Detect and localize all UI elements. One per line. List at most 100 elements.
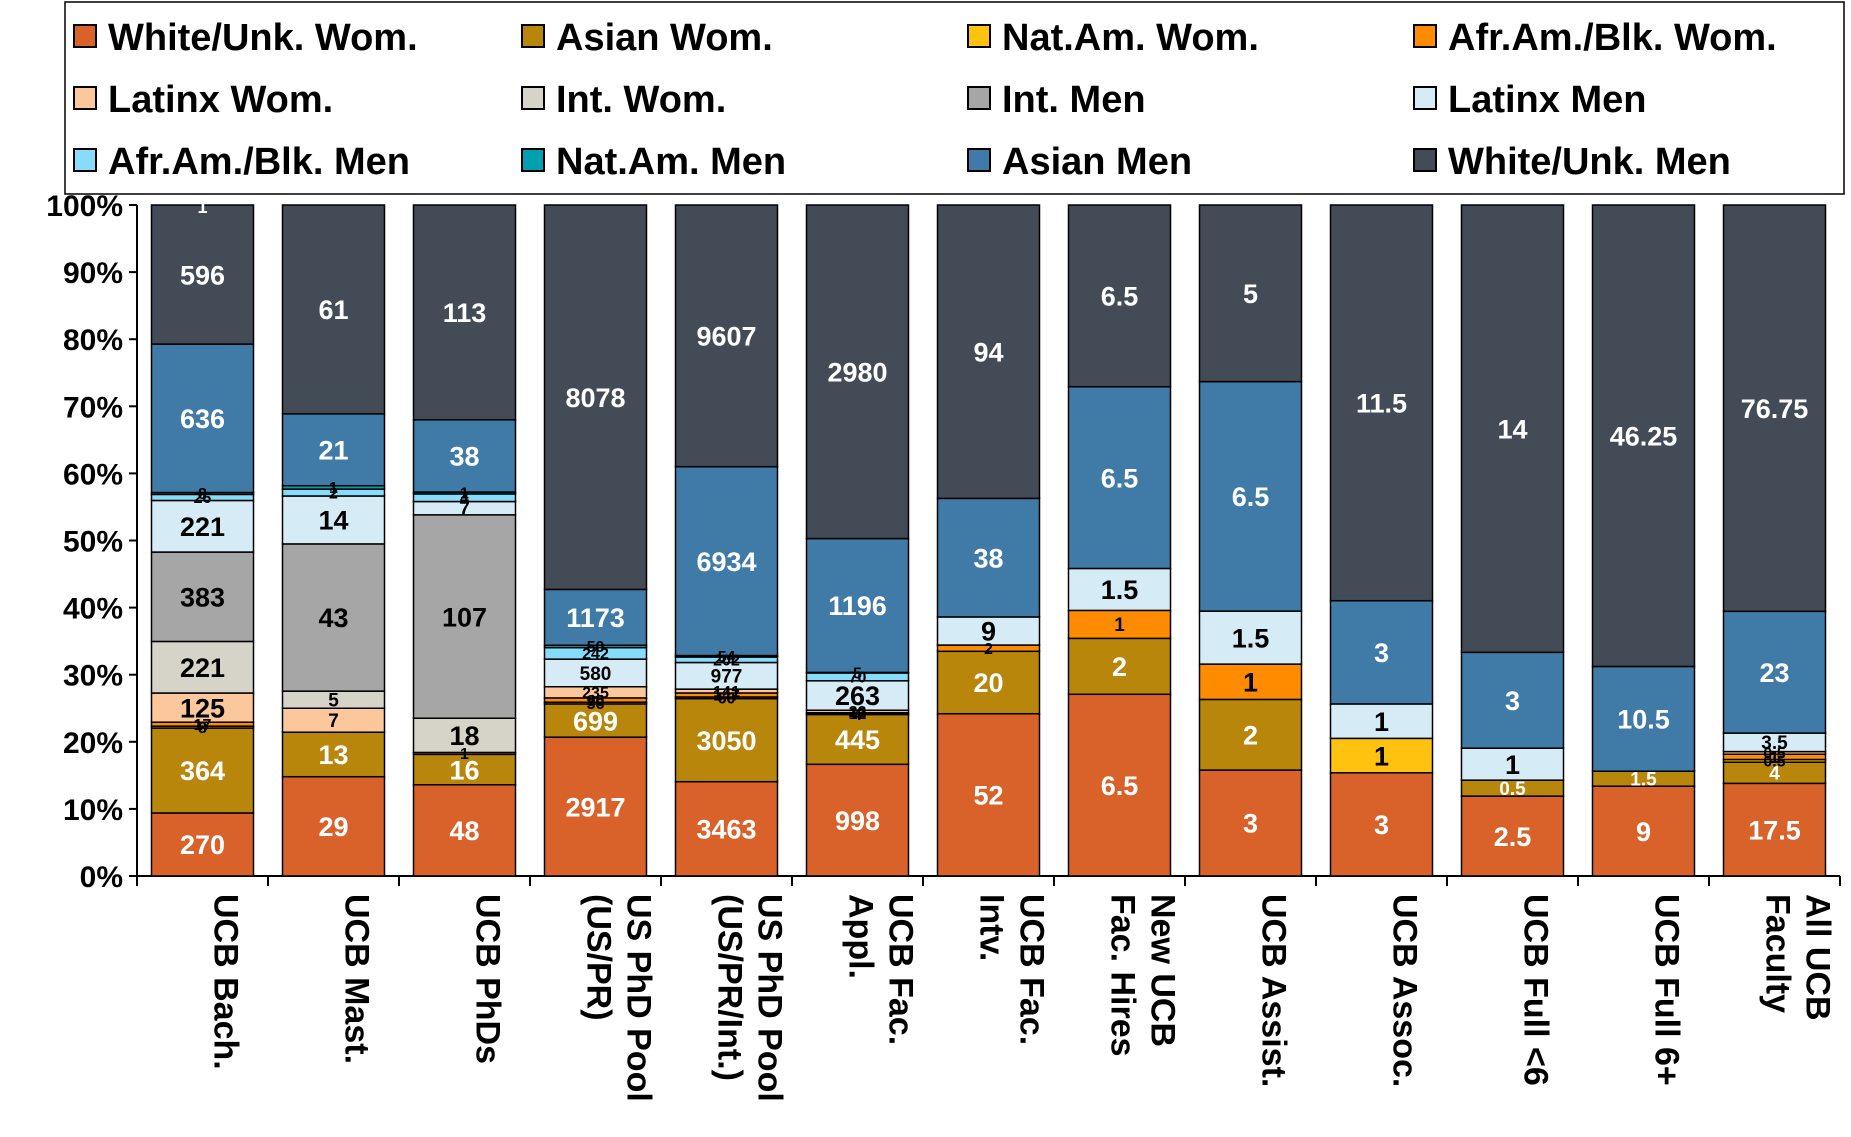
data-label: 43 [318, 603, 348, 633]
data-label: 141 [713, 684, 740, 701]
data-label: 1196 [828, 591, 887, 621]
data-label: 61 [318, 295, 348, 325]
data-label: 9 [1636, 817, 1651, 847]
data-label: 4 [460, 490, 469, 507]
data-label: 221 [180, 512, 225, 542]
legend-swatch [521, 24, 545, 48]
bar-segment [936, 497, 1041, 618]
data-label: 16 [449, 755, 479, 785]
data-label: 2 [329, 485, 338, 502]
bar-segment [281, 543, 386, 692]
data-label: 6.5 [1101, 282, 1139, 312]
bar-segment [150, 343, 255, 494]
legend-swatch [967, 86, 991, 110]
data-label: 17 [194, 717, 212, 734]
data-label: 1 [1505, 750, 1520, 780]
category-labels: UCB Bach. UCB Mast. UCB PhDs US PhD Pool(US… [207, 894, 1837, 1102]
data-label: 699 [573, 706, 618, 736]
data-label: 52 [973, 781, 1003, 811]
legend-swatch [1413, 148, 1437, 172]
data-label: 1173 [566, 603, 625, 633]
legend-label: Afr.Am./Blk. Men [108, 141, 410, 183]
bar-segment [936, 712, 1041, 877]
bar-segment [150, 499, 255, 553]
bar-segment [1329, 737, 1434, 774]
data-label: 636 [180, 404, 225, 434]
bar-segment [1329, 599, 1434, 705]
data-label: 2.5 [1494, 822, 1532, 852]
bar-segment [1591, 665, 1696, 772]
category-label: UCB Assist. [1255, 894, 1293, 1087]
legend-swatch [73, 148, 97, 172]
data-label: 6.5 [1232, 482, 1270, 512]
bar-segment [1067, 204, 1172, 388]
bar-segment [674, 697, 779, 783]
data-label: 11.5 [1356, 389, 1407, 419]
bar-segment [1198, 204, 1303, 383]
data-label: 596 [180, 260, 225, 290]
data-label: 202 [713, 653, 740, 670]
data-label: 1 [1243, 667, 1258, 697]
bar-segment [1329, 703, 1434, 740]
data-label: 60 [718, 691, 736, 708]
category-label: Fac. Hires [1104, 894, 1142, 1057]
data-label: 10.5 [1617, 705, 1670, 735]
data-label: 6.5 [1101, 463, 1139, 493]
data-label: 2 [1112, 652, 1127, 682]
data-label: 0.5 [1763, 754, 1785, 771]
category-label: UCB PhDs [469, 894, 507, 1064]
legend-label: Asian Wom. [556, 17, 773, 59]
legend-swatch [967, 148, 991, 172]
bar-segment [1722, 204, 1827, 613]
bar-segment [936, 204, 1041, 500]
data-label: 29 [318, 812, 348, 842]
data-label: 90 [587, 693, 605, 710]
data-label: 5 [853, 665, 862, 682]
bar-segment [1460, 651, 1565, 749]
data-labels: 2703648171252213832212686365962913754314… [180, 197, 1808, 860]
data-label: 1 [1770, 750, 1779, 767]
legend-swatch [521, 86, 545, 110]
data-label: 580 [580, 664, 612, 685]
y-tick-label: 20% [63, 727, 123, 760]
bar-segment [1067, 693, 1172, 877]
data-label: 1 [1374, 741, 1389, 771]
bar-segment [281, 731, 386, 778]
bar-segment [1067, 385, 1172, 570]
bar-segment [150, 692, 255, 723]
bar-segment [1198, 663, 1303, 701]
data-label: 7 [459, 499, 470, 520]
data-label: 1.5 [1232, 623, 1270, 653]
legend: White/Unk. Wom. Asian Wom. Nat.Am. Wom. Afr… [64, 1, 1845, 195]
data-label: 0.5 [1499, 779, 1526, 800]
data-label: 3 [1243, 809, 1258, 839]
bar-segment [805, 204, 910, 540]
bar-segment [1460, 795, 1565, 877]
category-label: All UCB [1799, 894, 1837, 1021]
data-label: 1 [460, 746, 469, 763]
bar-segment [412, 753, 517, 786]
data-label: 26 [194, 490, 212, 507]
y-tick-label: 30% [63, 660, 123, 693]
data-label: 5 [1243, 279, 1258, 309]
category-label: Faculty [1759, 894, 1797, 1013]
bar-segment [1198, 380, 1303, 612]
legend-label: Nat.Am. Wom. [1002, 17, 1259, 59]
legend-swatch [73, 86, 97, 110]
y-tick-label: 10% [63, 794, 123, 827]
data-label: 125 [180, 693, 225, 723]
data-label: 23 [1759, 658, 1789, 688]
data-label: 22 [849, 704, 867, 721]
category-label: Intv. [973, 894, 1011, 961]
data-label: 21 [318, 435, 348, 465]
y-tick-label: 0% [80, 861, 123, 894]
data-label: 8 [198, 720, 207, 737]
data-label: 36 [587, 696, 605, 713]
bar-segment [543, 703, 648, 738]
data-label: 38 [449, 442, 479, 472]
data-label: 2 [984, 641, 993, 658]
data-label: 1.5 [1630, 770, 1657, 791]
legend-box [64, 1, 1845, 195]
data-label: 147 [713, 688, 740, 705]
y-tick-label: 50% [63, 526, 123, 559]
